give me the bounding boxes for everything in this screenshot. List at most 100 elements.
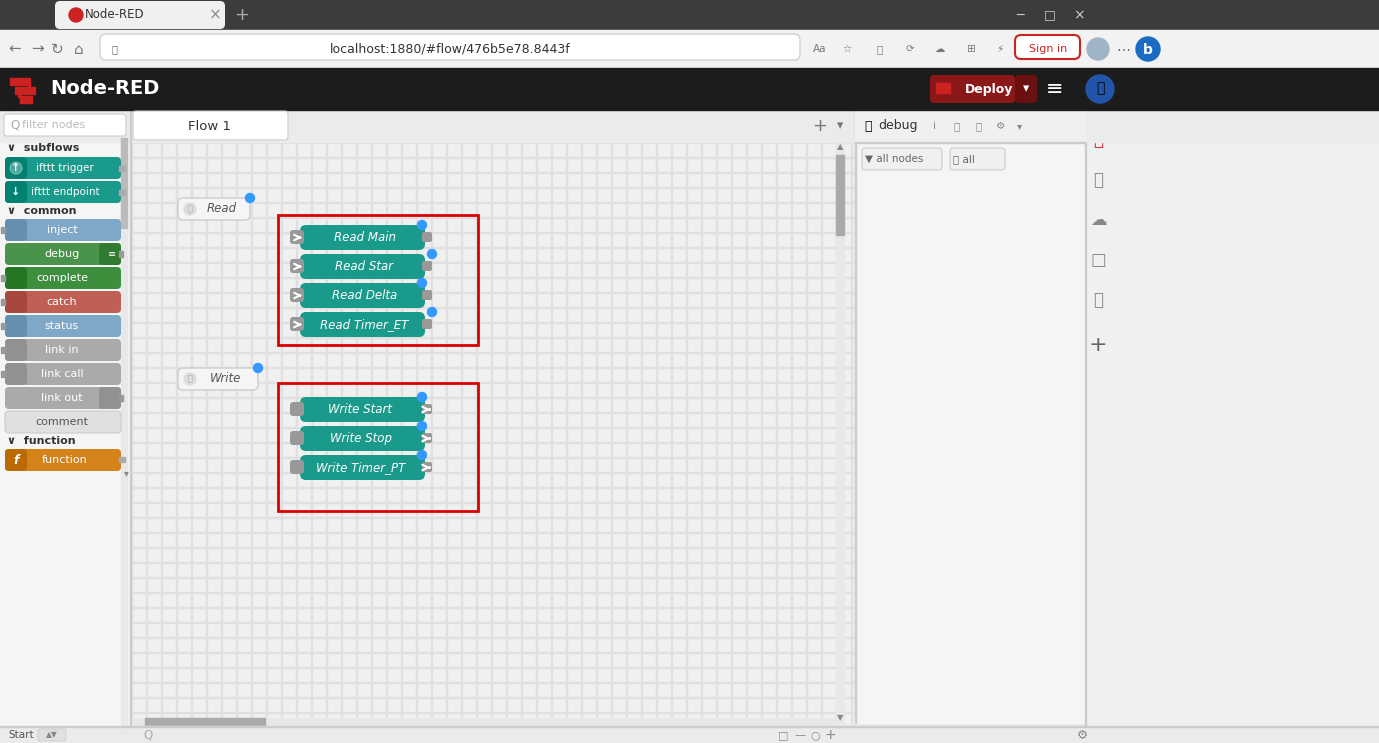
Text: ▼: ▼ bbox=[837, 713, 843, 722]
FancyBboxPatch shape bbox=[422, 433, 432, 443]
FancyBboxPatch shape bbox=[290, 259, 303, 273]
Bar bbox=[0, 68, 130, 743]
FancyBboxPatch shape bbox=[6, 267, 121, 289]
Text: +: + bbox=[234, 6, 250, 24]
Text: ∨  common: ∨ common bbox=[7, 206, 76, 216]
Text: ∨  subflows: ∨ subflows bbox=[7, 143, 80, 153]
Text: Read Delta: Read Delta bbox=[332, 289, 397, 302]
FancyBboxPatch shape bbox=[6, 181, 28, 203]
FancyBboxPatch shape bbox=[6, 291, 121, 313]
Text: ifttt endpoint: ifttt endpoint bbox=[30, 187, 99, 197]
Text: Node-RED: Node-RED bbox=[50, 80, 160, 99]
Circle shape bbox=[69, 8, 83, 22]
FancyBboxPatch shape bbox=[1015, 75, 1037, 103]
FancyBboxPatch shape bbox=[301, 426, 425, 451]
Text: □: □ bbox=[1044, 8, 1056, 22]
Text: Deploy: Deploy bbox=[965, 82, 1014, 96]
Circle shape bbox=[418, 421, 426, 430]
Bar bbox=[121, 138, 127, 228]
Text: localhost:1880/#flow/476b5e78.8443f: localhost:1880/#flow/476b5e78.8443f bbox=[330, 42, 571, 56]
Bar bbox=[131, 718, 836, 726]
Bar bbox=[121, 138, 127, 733]
Text: 💬: 💬 bbox=[188, 374, 193, 383]
FancyBboxPatch shape bbox=[99, 243, 121, 265]
FancyBboxPatch shape bbox=[6, 339, 121, 361]
Text: ↑: ↑ bbox=[11, 163, 21, 173]
Circle shape bbox=[183, 203, 196, 215]
Bar bbox=[279, 215, 479, 345]
Circle shape bbox=[1136, 37, 1160, 61]
FancyBboxPatch shape bbox=[862, 148, 942, 170]
FancyBboxPatch shape bbox=[178, 198, 250, 220]
FancyBboxPatch shape bbox=[1015, 35, 1080, 59]
Bar bbox=[15, 87, 34, 94]
Text: ⚙: ⚙ bbox=[997, 121, 1005, 131]
FancyBboxPatch shape bbox=[301, 225, 425, 250]
Text: Node-RED: Node-RED bbox=[85, 8, 145, 22]
Circle shape bbox=[418, 221, 426, 230]
FancyBboxPatch shape bbox=[422, 462, 432, 472]
Text: Read: Read bbox=[207, 203, 237, 215]
Text: 📊: 📊 bbox=[1094, 291, 1103, 309]
Bar bbox=[855, 142, 1085, 143]
Bar bbox=[119, 251, 123, 257]
Text: complete: complete bbox=[36, 273, 88, 283]
Circle shape bbox=[254, 363, 262, 372]
Text: +: + bbox=[1088, 335, 1107, 355]
FancyBboxPatch shape bbox=[290, 460, 303, 474]
Text: ▾: ▾ bbox=[124, 468, 128, 478]
Text: 🟥: 🟥 bbox=[1094, 131, 1103, 149]
Text: ☁: ☁ bbox=[935, 44, 945, 54]
Circle shape bbox=[245, 193, 255, 203]
FancyBboxPatch shape bbox=[6, 157, 28, 179]
Text: ⋯: ⋯ bbox=[1116, 42, 1129, 56]
Text: ↻: ↻ bbox=[51, 42, 63, 56]
Text: debug: debug bbox=[44, 249, 80, 259]
Text: ▾: ▾ bbox=[1018, 121, 1023, 131]
FancyBboxPatch shape bbox=[6, 291, 28, 313]
Bar bbox=[119, 395, 123, 401]
Bar bbox=[119, 457, 125, 462]
Text: ▾: ▾ bbox=[1023, 82, 1029, 96]
FancyBboxPatch shape bbox=[301, 312, 425, 337]
Bar bbox=[0, 110, 1379, 142]
Text: ⚙: ⚙ bbox=[1077, 728, 1088, 742]
Text: ☆: ☆ bbox=[843, 44, 852, 54]
Bar bbox=[1, 347, 6, 353]
FancyBboxPatch shape bbox=[6, 363, 28, 385]
FancyBboxPatch shape bbox=[4, 114, 125, 136]
Bar bbox=[119, 166, 125, 171]
Text: —: — bbox=[794, 730, 805, 740]
Text: catch: catch bbox=[47, 297, 77, 307]
Text: Read Timer_ET: Read Timer_ET bbox=[320, 318, 408, 331]
FancyBboxPatch shape bbox=[6, 157, 121, 179]
FancyBboxPatch shape bbox=[6, 339, 28, 361]
Text: link in: link in bbox=[46, 345, 79, 355]
Circle shape bbox=[10, 162, 22, 174]
Bar bbox=[1, 299, 6, 305]
Bar bbox=[836, 155, 844, 235]
Bar bbox=[0, 726, 1379, 727]
FancyBboxPatch shape bbox=[6, 243, 121, 265]
Text: ⌂: ⌂ bbox=[74, 42, 84, 56]
FancyBboxPatch shape bbox=[39, 729, 66, 741]
Text: Q: Q bbox=[10, 118, 19, 132]
FancyBboxPatch shape bbox=[55, 1, 225, 29]
FancyBboxPatch shape bbox=[929, 75, 1015, 103]
FancyBboxPatch shape bbox=[6, 181, 121, 203]
Text: Write Start: Write Start bbox=[328, 403, 393, 416]
Circle shape bbox=[427, 250, 437, 259]
FancyBboxPatch shape bbox=[6, 363, 121, 385]
Text: f: f bbox=[14, 453, 19, 467]
Bar bbox=[0, 726, 1379, 743]
Text: 📋: 📋 bbox=[954, 121, 960, 131]
Text: i: i bbox=[934, 121, 936, 131]
FancyBboxPatch shape bbox=[101, 34, 800, 60]
FancyBboxPatch shape bbox=[301, 283, 425, 308]
Text: ☁: ☁ bbox=[1089, 211, 1106, 229]
FancyBboxPatch shape bbox=[6, 219, 28, 241]
FancyBboxPatch shape bbox=[99, 387, 121, 409]
FancyBboxPatch shape bbox=[290, 317, 303, 331]
FancyBboxPatch shape bbox=[132, 111, 288, 140]
Bar bbox=[836, 142, 844, 723]
